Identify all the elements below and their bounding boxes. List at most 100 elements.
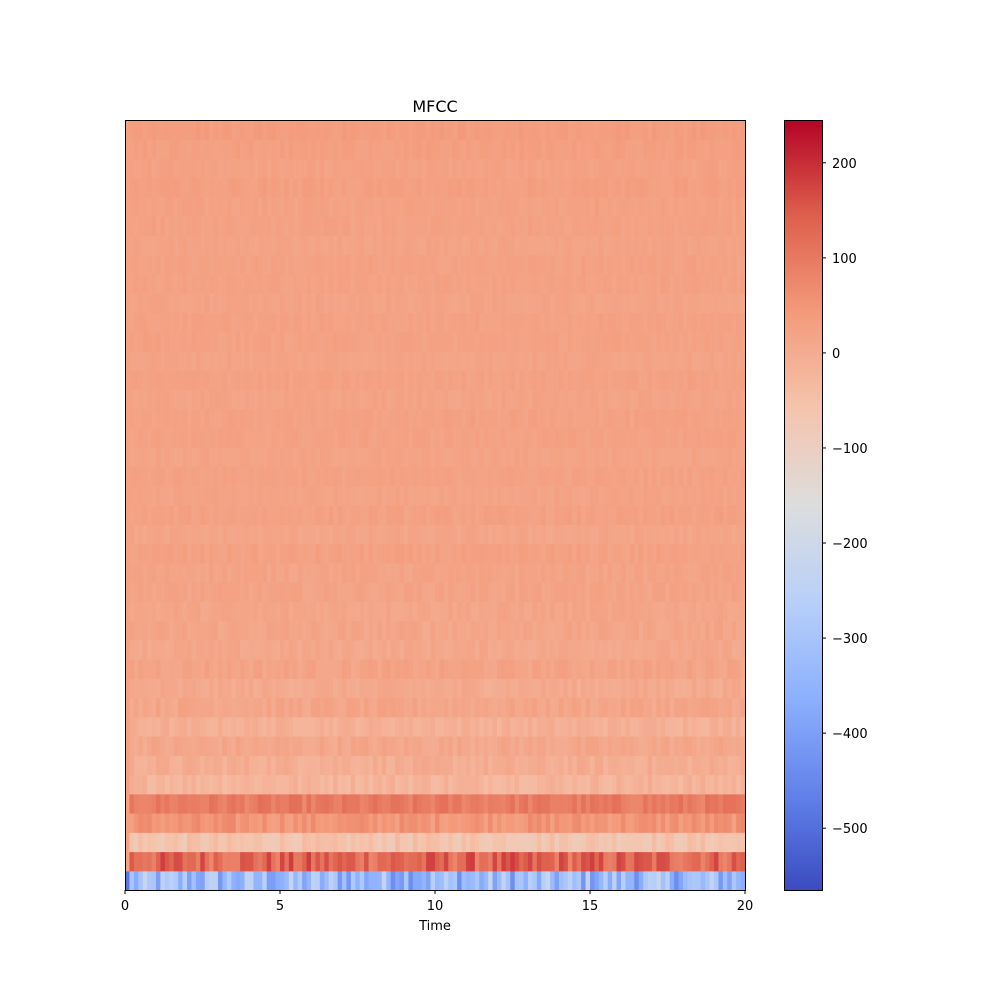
heatmap-cell (483, 813, 489, 833)
heatmap-cell (386, 408, 392, 429)
heatmap-cell (218, 697, 224, 718)
heatmap-cell (386, 428, 392, 448)
heatmap-cell (222, 755, 228, 776)
heatmap-cell (151, 562, 157, 583)
heatmap-cell (204, 620, 210, 641)
heatmap-cell (541, 235, 547, 256)
heatmap-cell (563, 659, 569, 679)
heatmap-cell (200, 678, 206, 699)
heatmap-cell (647, 370, 653, 391)
heatmap-cell (629, 293, 635, 314)
heatmap-cell (288, 370, 294, 391)
heatmap-cell (311, 639, 317, 660)
heatmap-cell (235, 389, 241, 410)
heatmap-cell (129, 197, 135, 217)
heatmap-cell (559, 870, 565, 891)
heatmap-cell (164, 389, 170, 410)
heatmap-cell (740, 639, 746, 660)
heatmap-cell (616, 312, 622, 333)
heatmap-cell (164, 485, 170, 506)
heatmap-cell (226, 678, 232, 699)
heatmap-cell (740, 601, 746, 622)
heatmap-cell (160, 851, 166, 872)
heatmap-cell (470, 736, 476, 756)
heatmap-cell (368, 447, 374, 468)
heatmap-cell (461, 197, 467, 217)
heatmap-cell (288, 582, 294, 602)
heatmap-cell (342, 813, 348, 833)
heatmap-cell (572, 774, 578, 795)
heatmap-cell (200, 774, 206, 795)
heatmap-cell (182, 216, 188, 237)
heatmap-cell (297, 274, 303, 294)
heatmap-cell (293, 197, 299, 217)
heatmap-cell (359, 351, 365, 371)
heatmap-cell (346, 870, 352, 891)
heatmap-cell (488, 216, 494, 237)
heatmap-cell (359, 524, 365, 545)
heatmap-cell (297, 524, 303, 545)
heatmap-cell (687, 716, 693, 737)
heatmap-cell (687, 274, 693, 294)
heatmap-cell (492, 582, 498, 602)
heatmap-cell (559, 312, 565, 333)
heatmap-cell (209, 620, 215, 641)
heatmap-cell (567, 832, 573, 853)
heatmap-cell (408, 870, 414, 891)
heatmap-cell (191, 832, 197, 853)
heatmap-cell (603, 428, 609, 448)
heatmap-cell (528, 543, 534, 564)
heatmap-cell (138, 678, 144, 699)
heatmap-cell (426, 254, 432, 275)
heatmap-cell (709, 582, 715, 602)
heatmap-cell (262, 235, 268, 256)
heatmap-cell (280, 312, 286, 333)
heatmap-cell (660, 716, 666, 737)
heatmap-cell (629, 274, 635, 294)
heatmap-cell (488, 793, 494, 814)
heatmap-cell (461, 312, 467, 333)
heatmap-cell (142, 254, 148, 275)
heatmap-cell (346, 543, 352, 564)
heatmap-cell (333, 466, 339, 487)
heatmap-cell (284, 582, 290, 602)
heatmap-cell (612, 697, 618, 718)
heatmap-cell (452, 736, 458, 756)
heatmap-cell (412, 235, 418, 256)
heatmap-cell (404, 562, 410, 583)
heatmap-cell (147, 351, 153, 371)
heatmap-cell (466, 562, 472, 583)
heatmap-cell (306, 197, 312, 217)
heatmap-cell (731, 813, 737, 833)
heatmap-cell (280, 813, 286, 833)
heatmap-cell (439, 389, 445, 410)
heatmap-cell (328, 543, 334, 564)
heatmap-cell (665, 639, 671, 660)
heatmap-cell (669, 389, 675, 410)
heatmap-cell (240, 389, 246, 410)
heatmap-cell (195, 505, 201, 525)
heatmap-cell (674, 428, 680, 448)
heatmap-cell (474, 774, 480, 795)
heatmap-cell (545, 639, 551, 660)
heatmap-cell (178, 235, 184, 256)
heatmap-cell (306, 678, 312, 699)
heatmap-cell (660, 447, 666, 468)
heatmap-cell (625, 851, 631, 872)
heatmap-cell (390, 466, 396, 487)
heatmap-cell (510, 254, 516, 275)
heatmap-cell (209, 331, 215, 352)
heatmap-cell (319, 428, 325, 448)
heatmap-cell (200, 293, 206, 314)
heatmap-cell (696, 389, 702, 410)
heatmap-cell (461, 755, 467, 776)
heatmap-cell (665, 697, 671, 718)
heatmap-cell (399, 659, 405, 679)
heatmap-cell (399, 601, 405, 622)
heatmap-cell (581, 235, 587, 256)
heatmap-cell (390, 370, 396, 391)
heatmap-cell (652, 870, 658, 891)
heatmap-cell (386, 505, 392, 525)
heatmap-cell (439, 274, 445, 294)
heatmap-cell (399, 716, 405, 737)
